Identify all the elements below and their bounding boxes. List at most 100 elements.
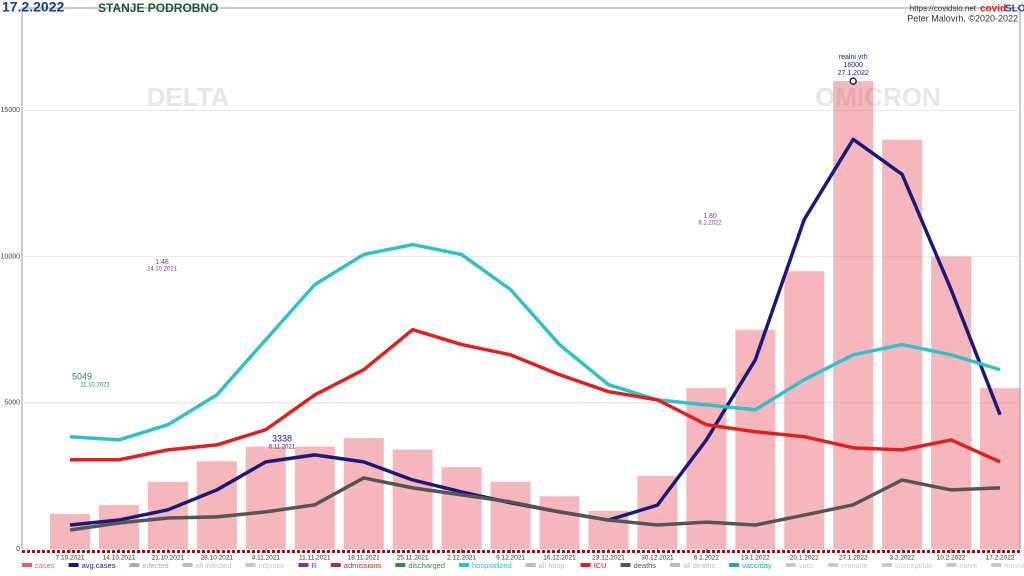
axis-strip [277, 550, 280, 553]
author: Peter Malovrh, ©2020-2022 [907, 13, 1018, 23]
peak-value: 16000 [843, 62, 863, 69]
axis-strip [302, 550, 305, 553]
bar [539, 496, 580, 549]
axis-strip [332, 550, 335, 553]
axis-strip [282, 550, 285, 553]
axis-strip [662, 550, 665, 553]
legend-swatch [182, 563, 193, 567]
axis-strip [842, 550, 845, 553]
axis-strip [177, 550, 180, 553]
legend-label: ICU [594, 561, 607, 570]
axis-strip [182, 550, 185, 553]
legend-swatch [22, 563, 32, 567]
axis-strip [347, 550, 350, 553]
x-tick-label: 3.2.2022 [889, 555, 915, 562]
axis-strip [587, 550, 590, 553]
axis-strip [887, 550, 890, 553]
axis-strip [917, 550, 920, 553]
legend-label: avg.cases [82, 561, 116, 570]
axis-strip [372, 550, 375, 553]
axis-strip [432, 550, 435, 553]
axis-strip [472, 550, 475, 553]
axis-strip [667, 550, 670, 553]
axis-strip [477, 550, 480, 553]
axis-strip [707, 550, 710, 553]
plot-frame [21, 7, 1021, 550]
axis-strip [852, 550, 855, 553]
x-tick-label: 7.10.2021 [56, 555, 85, 562]
legend-label: cases [35, 561, 55, 570]
brand: covid [980, 4, 1006, 15]
legend-swatch [459, 563, 470, 567]
x-tick-label: 16.12.2021 [543, 555, 576, 562]
axis-strip [907, 550, 910, 553]
axis-strip [207, 550, 210, 553]
source-url: https://covidslo.net [910, 4, 977, 13]
peak-date: 27.1.2022 [838, 70, 869, 77]
axis-strip [437, 550, 440, 553]
axis-strip [147, 550, 150, 553]
axis-strip [237, 550, 240, 553]
phase-label: OMICRON [815, 82, 941, 112]
axis-strip [407, 550, 410, 553]
legend-swatch [298, 563, 309, 567]
axis-strip [677, 550, 680, 553]
bar [931, 256, 972, 549]
axis-strip [607, 550, 610, 553]
axis-strip [962, 550, 965, 553]
axis-strip [922, 550, 925, 553]
axis-strip [442, 550, 445, 553]
axis-strip [862, 550, 865, 553]
axis-strip [967, 550, 970, 553]
axis-strip [712, 550, 715, 553]
axis-strip [802, 550, 805, 553]
axis-strip [752, 550, 755, 553]
y-tick-label: 15000 [1, 107, 21, 114]
axis-strip [552, 550, 555, 553]
axis-strip [797, 550, 800, 553]
axis-strip [982, 550, 985, 553]
axis-strip [197, 550, 200, 553]
axis-strip [807, 550, 810, 553]
legend-label: discharged [408, 561, 445, 570]
axis-strip [367, 550, 370, 553]
axis-strip [297, 550, 300, 553]
axis-strip [997, 550, 1000, 553]
plot-area: 0 5000 10000 15000 7.10.2021 14.10.2021 21.10.… [1, 54, 1021, 562]
axis-strip [732, 550, 735, 553]
bar [50, 513, 90, 549]
x-tick-label: 30.12.2021 [641, 555, 674, 562]
annotation: 6.1.2022 [698, 221, 722, 227]
axis-strip [162, 550, 165, 553]
y-tick-label: 5000 [4, 400, 20, 407]
axis-strip [362, 550, 365, 553]
axis-strip [322, 550, 325, 553]
annotation: 11.10.2021 [80, 383, 110, 389]
bar [343, 437, 384, 549]
legend-swatch [580, 563, 591, 567]
axis-strip [337, 550, 340, 553]
bar [490, 481, 531, 549]
axis-strip [137, 550, 140, 553]
axis-strip [717, 550, 720, 553]
legend-label: all deaths [683, 561, 715, 570]
axis-strip [292, 550, 295, 553]
legend-swatch [395, 563, 406, 567]
legend: cases avg.cases infected all infected odpisk… [22, 561, 1024, 570]
axis-strip [192, 550, 195, 553]
legend-swatch [68, 563, 79, 567]
series-line [70, 327, 1001, 464]
axis-strip [57, 550, 60, 553]
axis-strip [492, 550, 495, 553]
axis-strip [287, 550, 290, 553]
axis-strip [977, 550, 980, 553]
axis-strip [272, 550, 275, 553]
axis-strip [402, 550, 405, 553]
axis-strip [857, 550, 860, 553]
axis-strip [542, 550, 545, 553]
axis-strip [582, 550, 585, 553]
peak-label: realni vrh [839, 54, 868, 61]
axis-strip [212, 550, 215, 553]
